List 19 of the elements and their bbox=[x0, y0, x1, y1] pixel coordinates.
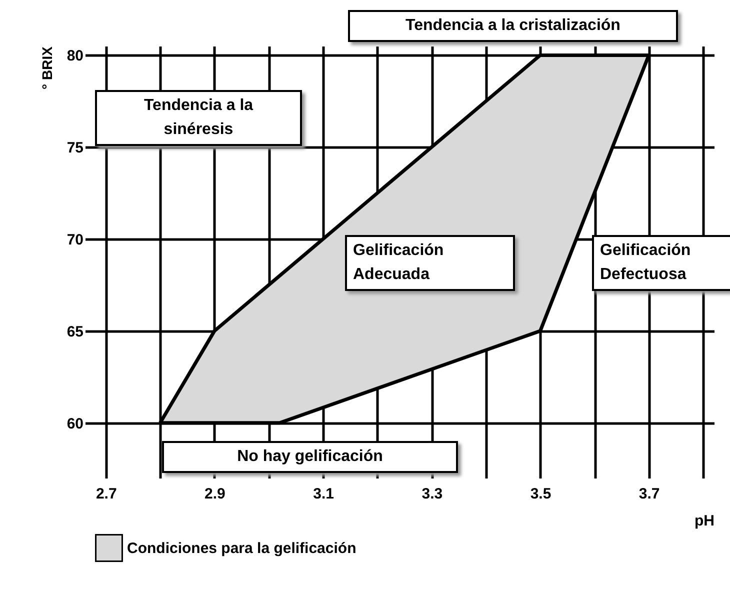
y-tick-label: 65 bbox=[66, 323, 84, 340]
text-box: No hay gelificación bbox=[162, 441, 458, 473]
legend-label: Condiciones para la gelificación bbox=[127, 540, 356, 557]
y-tick-label: 70 bbox=[66, 232, 84, 249]
text-box: Tendencia a la cristalización bbox=[348, 10, 678, 42]
y-axis-title: ° BRIX bbox=[38, 46, 55, 90]
text-box: Gelificación Adecuada bbox=[345, 235, 515, 291]
x-tick-label: 3.3 bbox=[422, 486, 443, 502]
text-box: Gelificación Defectuosa bbox=[592, 235, 730, 291]
x-tick-label: 2.9 bbox=[204, 486, 226, 502]
y-tick-label: 80 bbox=[66, 48, 84, 65]
y-tick-label: 60 bbox=[66, 415, 84, 432]
y-tick-label: 75 bbox=[66, 140, 84, 157]
x-tick-label: 3.1 bbox=[313, 486, 334, 502]
x-tick-label: 2.7 bbox=[96, 486, 117, 502]
x-axis-title: pH bbox=[694, 512, 714, 530]
text-box: Tendencia a la sinéresis bbox=[95, 90, 302, 146]
x-tick-label: 3.7 bbox=[638, 486, 660, 502]
x-tick-label: 3.5 bbox=[530, 486, 552, 502]
